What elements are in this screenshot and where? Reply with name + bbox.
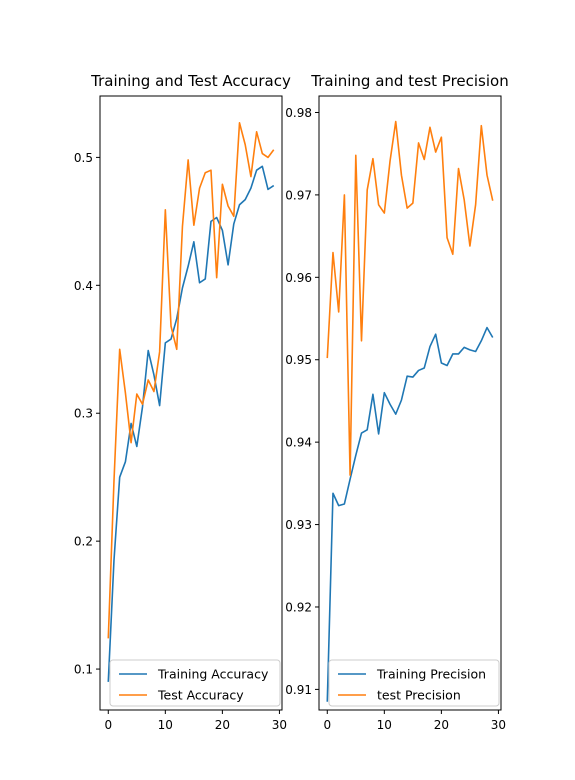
legend-label: Training Accuracy	[157, 667, 269, 682]
series-line-1	[107, 165, 275, 682]
plot-frame	[99, 95, 283, 711]
legend-box	[328, 659, 500, 707]
legend-box	[109, 659, 281, 707]
y-tick-label: 0.4	[74, 279, 93, 293]
chart-title: Training and Test Accuracy	[90, 72, 291, 90]
series-line-2	[326, 120, 494, 476]
x-tick-label: 30	[272, 718, 287, 732]
y-tick-label: 0.96	[285, 271, 312, 285]
legend-label: Test Accuracy	[157, 688, 244, 703]
y-tick-label: 0.91	[285, 683, 312, 697]
y-tick-label: 0.5	[74, 151, 93, 165]
legend-label: test Precision	[377, 688, 461, 703]
series-line-1	[326, 326, 494, 702]
x-tick-label: 10	[158, 718, 173, 732]
y-tick-label: 0.95	[285, 353, 312, 367]
chart-title: Training and test Precision	[310, 72, 508, 90]
y-tick-label: 0.93	[285, 518, 312, 532]
y-tick-label: 0.94	[285, 436, 312, 450]
y-tick-label: 0.2	[74, 535, 93, 549]
plot-frame	[318, 95, 502, 711]
chart-panel-1: 0 10 20 30 0.1 0.2 0.3 0.4 0.5 Training and Test …	[74, 72, 291, 732]
x-tick-label: 0	[104, 718, 112, 732]
x-tick-label: 10	[377, 718, 392, 732]
x-tick-label: 0	[323, 718, 331, 732]
x-tick-label: 20	[434, 718, 449, 732]
y-tick-label: 0.3	[74, 407, 93, 421]
y-tick-label: 0.97	[285, 188, 312, 202]
chart-panel-2: 0 10 20 30 0.91 0.92 0.93 0.94 0.95 0.96 0.97 0.98 T…	[285, 72, 508, 732]
y-tick-label: 0.1	[74, 663, 93, 677]
legend-label: Training Precision	[376, 667, 486, 682]
x-tick-label: 30	[491, 718, 506, 732]
y-tick-label: 0.92	[285, 600, 312, 614]
series-line-2	[107, 122, 275, 639]
y-tick-label: 0.98	[285, 106, 312, 120]
x-tick-label: 20	[215, 718, 230, 732]
